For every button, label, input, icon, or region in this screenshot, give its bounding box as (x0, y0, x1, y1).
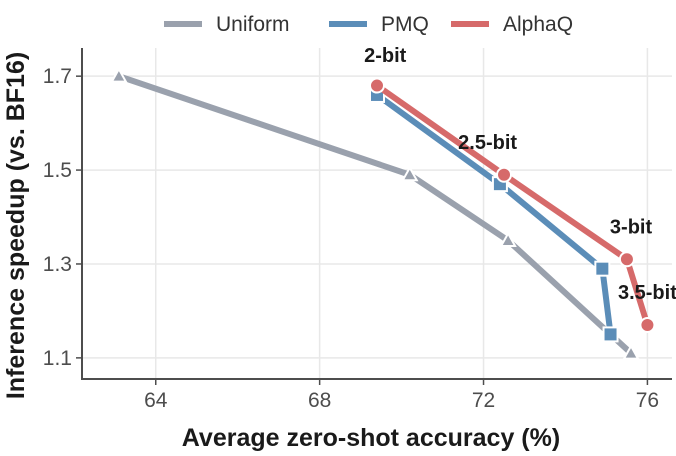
grid (82, 48, 672, 379)
point-pmq-2 (594, 260, 611, 277)
annotation-label-2: 3-bit (610, 216, 653, 238)
annotation-label-0: 2-bit (364, 45, 407, 67)
x-axis-title: Average zero-shot accuracy (%) (182, 424, 560, 452)
ticks: 64 68 72 76 1.1 1.3 1.5 1.7 (43, 65, 659, 412)
point-alphaq-2 (618, 251, 635, 268)
axes (81, 48, 672, 380)
y-tick-label-1: 1.3 (43, 253, 72, 276)
legend: Uniform PMQ AlphaQ (164, 13, 573, 36)
point-alphaq-0 (369, 77, 385, 94)
series-layer (110, 67, 656, 360)
y-tick-label-0: 1.1 (43, 347, 72, 370)
annotations: 2-bit 2.5-bit 3-bit 3.5-bit (364, 45, 676, 304)
point-uniform-1 (401, 165, 419, 182)
x-tick-label-2: 72 (472, 389, 495, 412)
series-line-pmq (374, 91, 614, 338)
series-alphaq (369, 77, 656, 334)
point-alphaq-1 (496, 166, 513, 183)
x-tick-label-0: 64 (144, 389, 168, 412)
point-uniform-2 (499, 231, 517, 247)
point-alphaq-3 (639, 317, 656, 334)
legend-item-alphaq: AlphaQ (451, 13, 573, 36)
series-line-uniform (115, 73, 635, 357)
y-tick-label-3: 1.7 (43, 65, 72, 88)
legend-item-pmq: PMQ (329, 13, 429, 36)
series-line-alphaq (374, 82, 651, 329)
point-uniform-3 (622, 344, 640, 360)
y-axis-title: Inference speedup (vs. BF16) (2, 52, 30, 399)
legend-label-alphaq: AlphaQ (503, 13, 573, 36)
legend-label-uniform: Uniform (216, 13, 290, 36)
annotation-label-1: 2.5-bit (458, 132, 517, 154)
annotation-label-3: 3.5-bit (618, 282, 676, 304)
point-uniform-0 (110, 67, 128, 83)
legend-item-uniform: Uniform (164, 13, 290, 36)
x-tick-label-3: 76 (636, 389, 659, 412)
point-pmq-3 (602, 326, 619, 343)
x-tick-label-1: 68 (308, 389, 331, 412)
series-uniform (110, 67, 640, 360)
legend-label-pmq: PMQ (381, 13, 429, 36)
y-tick-label-2: 1.5 (43, 159, 72, 182)
